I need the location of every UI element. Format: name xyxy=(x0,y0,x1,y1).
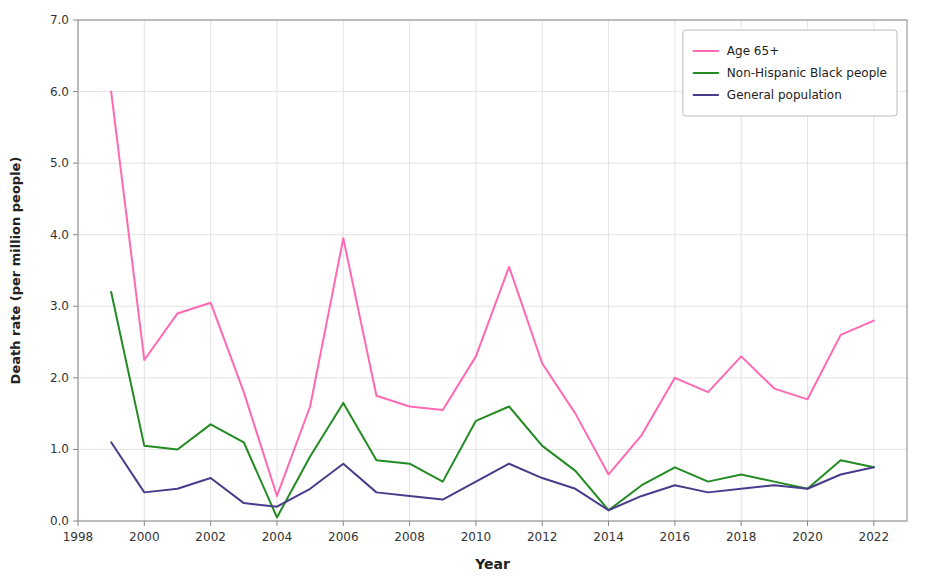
y-tick-label: 7.0 xyxy=(50,13,69,27)
y-tick xyxy=(73,163,78,164)
legend-swatch xyxy=(693,72,719,74)
y-grid-line xyxy=(78,163,907,164)
x-grid-line xyxy=(343,20,344,521)
x-tick xyxy=(343,521,344,526)
x-tick-label: 2022 xyxy=(859,530,890,544)
y-grid-line xyxy=(78,377,907,378)
x-tick-label: 2000 xyxy=(129,530,160,544)
axes: 0.0 1.0 2.0 3.0 4.0 5.0 6.0 7.0 1998 2000 2002 2004… xyxy=(50,13,907,544)
y-tick-label: 1.0 xyxy=(50,442,69,456)
legend-label: General population xyxy=(727,88,842,102)
x-grid-line xyxy=(276,20,277,521)
y-grid-line xyxy=(78,234,907,235)
y-tick-label: 0.0 xyxy=(50,514,69,528)
page: {"chart_data": { "type": "line", "x": [1… xyxy=(0,0,927,585)
x-tick-label: 2012 xyxy=(527,530,558,544)
x-grid-line xyxy=(674,20,675,521)
x-grid-line xyxy=(409,20,410,521)
x-tick-label: 2018 xyxy=(726,530,757,544)
legend-swatch xyxy=(693,94,719,96)
series-line xyxy=(111,92,874,496)
y-tick xyxy=(73,521,78,522)
legend-swatch xyxy=(693,50,719,52)
x-tick xyxy=(78,521,79,526)
x-tick-label: 2006 xyxy=(328,530,359,544)
x-tick xyxy=(144,521,145,526)
legend: Age 65+ Non-Hispanic Black people General … xyxy=(683,30,897,116)
y-tick xyxy=(73,20,78,21)
y-tick-label: 5.0 xyxy=(50,156,69,170)
y-grid-line xyxy=(78,449,907,450)
x-tick xyxy=(807,521,808,526)
y-tick-label: 6.0 xyxy=(50,85,69,99)
y-tick xyxy=(73,91,78,92)
y-tick-label: 4.0 xyxy=(50,228,69,242)
x-tick-label: 2020 xyxy=(792,530,823,544)
y-tick xyxy=(73,377,78,378)
x-tick xyxy=(409,521,410,526)
legend-box xyxy=(683,30,897,116)
x-tick xyxy=(276,521,277,526)
plot-background xyxy=(78,20,907,521)
plot-frame xyxy=(78,20,907,521)
x-tick-label: 2002 xyxy=(195,530,226,544)
x-grid-line xyxy=(475,20,476,521)
x-tick xyxy=(741,521,742,526)
y-tick-label: 2.0 xyxy=(50,371,69,385)
x-tick-label: 2016 xyxy=(660,530,691,544)
x-tick xyxy=(210,521,211,526)
y-tick-label: 3.0 xyxy=(50,299,69,313)
x-tick xyxy=(873,521,874,526)
y-axis-label: Death rate (per million people) xyxy=(8,157,23,385)
x-tick-label: 1998 xyxy=(63,530,94,544)
y-tick xyxy=(73,234,78,235)
x-tick xyxy=(608,521,609,526)
chart: 0.0 1.0 2.0 3.0 4.0 5.0 6.0 7.0 1998 2000 2002 2004… xyxy=(0,0,927,585)
x-tick xyxy=(475,521,476,526)
series-line xyxy=(111,442,874,510)
series-line xyxy=(111,292,874,517)
series-group xyxy=(111,92,874,518)
x-tick-label: 2004 xyxy=(262,530,293,544)
x-tick-label: 2014 xyxy=(593,530,624,544)
y-tick xyxy=(73,306,78,307)
x-tick xyxy=(674,521,675,526)
x-tick-label: 2010 xyxy=(461,530,492,544)
x-axis-label: Year xyxy=(474,556,510,572)
x-grid-line xyxy=(608,20,609,521)
y-tick xyxy=(73,449,78,450)
x-grid-line xyxy=(210,20,211,521)
grid xyxy=(78,20,907,521)
x-tick-label: 2008 xyxy=(394,530,425,544)
legend-label: Non-Hispanic Black people xyxy=(727,66,887,80)
x-tick xyxy=(542,521,543,526)
legend-label: Age 65+ xyxy=(727,44,779,58)
